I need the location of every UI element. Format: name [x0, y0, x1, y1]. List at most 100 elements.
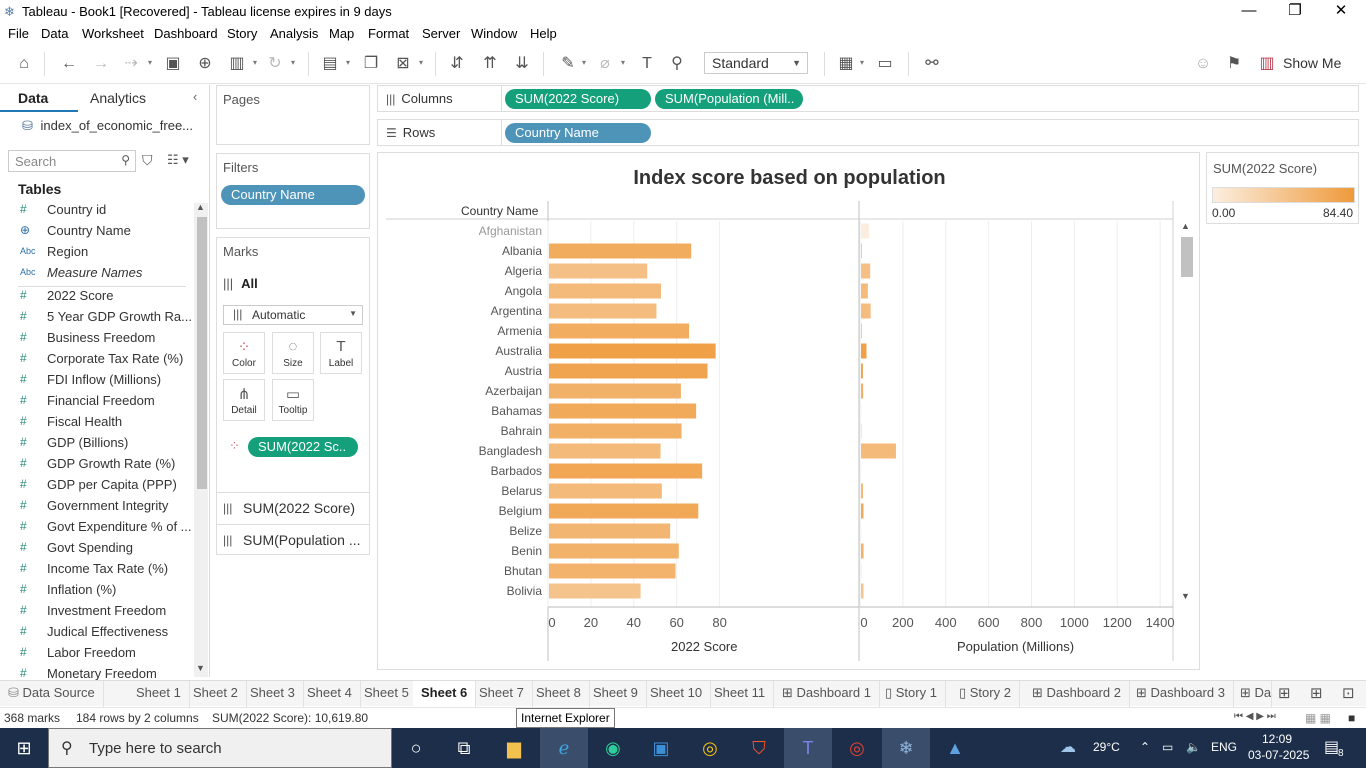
language-indicator[interactable]: ENG — [1211, 740, 1238, 754]
group-members-icon[interactable]: ⌀ — [600, 55, 610, 72]
tab-sheet-3[interactable]: Sheet 3 — [242, 681, 304, 707]
taskbar-search-input[interactable]: ⚲ Type here to search — [48, 728, 392, 768]
menu-dashboard[interactable]: Dashboard — [154, 26, 218, 41]
show-labels-icon[interactable]: T — [642, 55, 652, 72]
tab-data[interactable]: Data — [18, 90, 49, 106]
color-legend[interactable]: SUM(2022 Score) 0.00 84.40 — [1206, 152, 1359, 224]
sort-descending-icon[interactable]: ⇊ — [515, 55, 529, 72]
redo-icon[interactable]: → — [93, 55, 109, 72]
tab-dashboard-1[interactable]: ⊞ Dashboard 1 — [774, 681, 880, 707]
teams-icon[interactable]: T — [784, 728, 832, 768]
new-datasource-icon[interactable]: ⊕ — [198, 55, 212, 72]
field-item[interactable]: # Business Freedom — [0, 328, 192, 349]
brave-icon[interactable]: ⛉ — [752, 738, 766, 758]
filters-shelf[interactable]: Filters Country Name — [216, 153, 370, 229]
filter-icon[interactable]: ⛉ — [142, 152, 153, 168]
format-icon[interactable]: ⚑ — [1226, 55, 1242, 72]
measure-row-2022-score[interactable]: ||| SUM(2022 Score) — [217, 492, 369, 524]
scroll-down-icon[interactable]: ▼ — [1181, 591, 1190, 601]
size-button[interactable]: ◌ Size — [272, 332, 314, 374]
view-scrollbar[interactable]: ▲ ▼ — [1179, 221, 1194, 605]
tooltip-button[interactable]: ▭ Tooltip — [272, 379, 314, 421]
minimize-button[interactable]: — — [1241, 2, 1257, 19]
tab-sheet-11[interactable]: Sheet 11 — [706, 681, 775, 707]
refresh-icon[interactable]: ↻ — [268, 55, 282, 72]
field-item[interactable]: # Fiscal Health — [0, 412, 192, 433]
tab-data-source[interactable]: ⛁ Data Source — [0, 681, 104, 707]
scroll-down-icon[interactable]: ▼ — [196, 663, 205, 673]
field-item[interactable]: # Judical Effectiveness — [0, 622, 192, 643]
field-item[interactable]: # Monetary Freedom — [0, 664, 192, 685]
task-view-icon[interactable]: ⧉ — [457, 738, 471, 758]
tab-sheet-6[interactable]: Sheet 6 — [413, 681, 477, 707]
show-me-icon[interactable]: ▥ — [1259, 55, 1275, 72]
scrollbar-thumb[interactable] — [197, 217, 207, 489]
field-item[interactable]: # Investment Freedom — [0, 601, 192, 622]
clock-date[interactable]: 03-07-2025 — [1248, 748, 1310, 762]
chevron-down-icon[interactable]: ▾ — [419, 58, 424, 67]
view-options-icon[interactable]: ☷ ▾ — [167, 152, 189, 167]
menu-help[interactable]: Help — [530, 26, 557, 41]
field-item[interactable]: # Income Tax Rate (%) — [0, 559, 192, 580]
chevron-down-icon[interactable]: ▾ — [582, 58, 587, 67]
tab-sheet-10[interactable]: Sheet 10 — [642, 681, 712, 707]
field-item[interactable]: #2022 Score — [0, 286, 192, 307]
color-button[interactable]: ⁘ Color — [223, 332, 265, 374]
field-item[interactable]: # GDP per Capita (PPP) — [0, 475, 192, 496]
field-item[interactable]: # Corporate Tax Rate (%) — [0, 349, 192, 370]
field-item[interactable]: # Government Integrity — [0, 496, 192, 517]
chevron-down-icon[interactable]: ▾ — [291, 58, 296, 67]
columns-pill-2022-score[interactable]: SUM(2022 Score) — [505, 89, 651, 109]
tableau-icon[interactable]: ❄ — [882, 728, 930, 768]
show-me-button[interactable]: Show Me — [1283, 55, 1342, 71]
menu-map[interactable]: Map — [329, 26, 355, 41]
maximize-button[interactable]: ❐ — [1288, 2, 1302, 19]
cortana-icon[interactable]: ○ — [410, 738, 422, 758]
tab-story-2[interactable]: ▯ Story 2 — [951, 681, 1020, 707]
clock-time[interactable]: 12:09 — [1262, 732, 1293, 746]
new-worksheet-icon[interactable]: ▤ — [322, 55, 338, 72]
measure-row-population[interactable]: ||| SUM(Population ... — [217, 524, 369, 556]
scrollbar-thumb[interactable] — [1181, 237, 1193, 277]
field-item[interactable]: Abc Measure Names — [0, 263, 192, 284]
tab-sheet-7[interactable]: Sheet 7 — [471, 681, 533, 707]
marks-all-tab[interactable]: ||| All — [223, 276, 258, 291]
filter-pill-country-name[interactable]: Country Name — [221, 185, 365, 205]
menu-format[interactable]: Format — [368, 26, 410, 41]
scroll-up-icon[interactable]: ▲ — [196, 202, 205, 212]
tab-analytics[interactable]: Analytics — [90, 90, 147, 106]
tab-dashboard-truncated[interactable]: ⊞ Da — [1232, 681, 1272, 707]
notifications-icon[interactable]: ▤ — [1324, 739, 1340, 756]
tray-chevron-icon[interactable]: ⌃ — [1140, 740, 1151, 754]
tab-story-1[interactable]: ▯ Story 1 — [877, 681, 946, 707]
menu-data[interactable]: Data — [41, 26, 69, 41]
new-story-icon[interactable]: ⊡ — [1342, 685, 1355, 702]
field-item[interactable]: ⊕ Country Name — [0, 221, 192, 242]
chrome-profile-icon[interactable]: ◎ — [849, 738, 865, 758]
tab-dashboard-3[interactable]: ⊞ Dashboard 3 — [1128, 681, 1234, 707]
field-item[interactable]: # GDP Growth Rate (%) — [0, 454, 192, 475]
tab-dashboard-2[interactable]: ⊞ Dashboard 2 — [1024, 681, 1130, 707]
sort-ascending-icon[interactable]: ⇈ — [483, 55, 497, 72]
chevron-down-icon[interactable]: ▾ — [253, 58, 258, 67]
fix-axes-icon[interactable]: ⚲ — [671, 55, 683, 72]
photos-icon[interactable]: ▲ — [946, 738, 964, 758]
tab-sheet-4[interactable]: Sheet 4 — [299, 681, 361, 707]
store-icon[interactable]: ▣ — [652, 738, 670, 758]
windows-start-icon[interactable]: ⊞ — [16, 738, 32, 758]
save-icon[interactable]: ▣ — [165, 55, 181, 72]
search-input[interactable]: Search ⚲ — [8, 150, 136, 172]
presentation-mode-icon[interactable]: ▭ — [877, 55, 893, 72]
color-pill[interactable]: SUM(2022 Sc.. — [248, 437, 358, 457]
sheet-navigation-icon[interactable]: ⏮ ◀ ▶ ⏭ — [1234, 711, 1276, 722]
volume-icon[interactable]: 🔈 — [1186, 740, 1201, 754]
undo-icon[interactable]: ← — [61, 55, 77, 72]
fit-select[interactable]: Standard ▼ — [704, 52, 808, 74]
chevron-down-icon[interactable]: ▾ — [860, 58, 865, 67]
network-icon[interactable]: ▭ — [1162, 740, 1174, 754]
columns-pill-population[interactable]: SUM(Population (Mill.. — [655, 89, 803, 109]
tab-sheet-8[interactable]: Sheet 8 — [528, 681, 590, 707]
pages-shelf[interactable]: Pages — [216, 85, 370, 145]
detail-button[interactable]: ⋔ Detail — [223, 379, 265, 421]
new-dashboard-icon[interactable]: ⊞ — [1310, 685, 1323, 702]
